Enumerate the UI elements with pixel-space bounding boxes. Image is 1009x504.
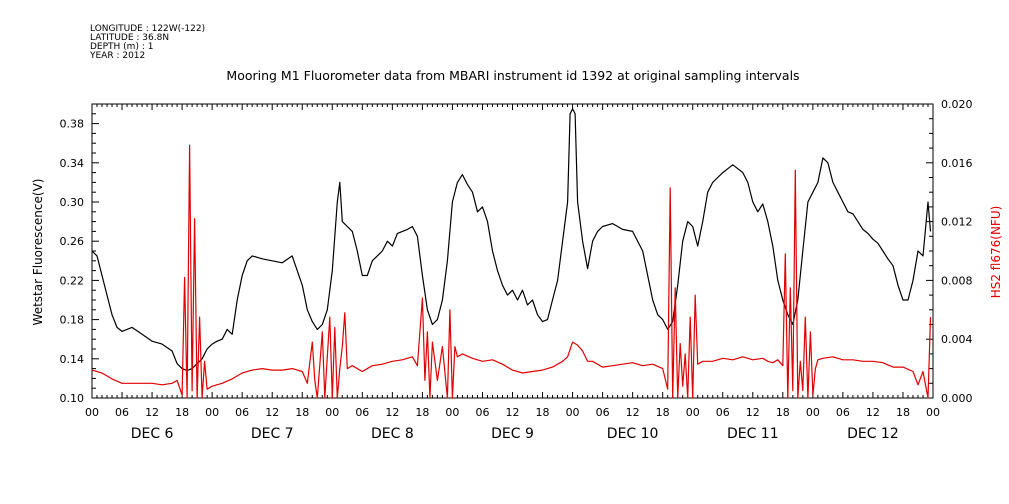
x-tick-label: 12 bbox=[626, 406, 640, 419]
y-axis-label: Wetstar Fluorescence(V) bbox=[31, 179, 45, 326]
year-label: YEAR : 2012 bbox=[89, 51, 145, 61]
y2-axis-label: HS2 fl676(NFU) bbox=[989, 206, 1003, 299]
x-tick-label: 18 bbox=[175, 406, 189, 419]
y-tick-label: 0.38 bbox=[60, 118, 85, 131]
x-tick-label: 12 bbox=[145, 406, 159, 419]
x-day-label: DEC 9 bbox=[491, 426, 534, 442]
y2-tick-label: 0.012 bbox=[941, 216, 973, 229]
x-day-label: DEC 8 bbox=[371, 426, 414, 442]
x-tick-label: 18 bbox=[656, 406, 670, 419]
x-tick-label: 06 bbox=[355, 406, 369, 419]
x-tick-label: 12 bbox=[385, 406, 399, 419]
x-tick-label: 12 bbox=[265, 406, 279, 419]
location-info: LONGITUDE : 122W(-122) LATITUDE : 36.8N … bbox=[89, 24, 205, 61]
x-day-label: DEC 12 bbox=[847, 426, 899, 442]
x-tick-label: 00 bbox=[566, 406, 580, 419]
x-tick-label: 00 bbox=[926, 406, 940, 419]
x-tick-label: 06 bbox=[115, 406, 129, 419]
x-day-label: DEC 7 bbox=[251, 426, 294, 442]
x-tick-label: 00 bbox=[325, 406, 339, 419]
series-group bbox=[91, 108, 932, 399]
x-tick-label: 12 bbox=[506, 406, 520, 419]
x-tick-label: 00 bbox=[806, 406, 820, 419]
x-tick-label: 12 bbox=[746, 406, 760, 419]
x-tick-label: 00 bbox=[85, 406, 99, 419]
y-tick-label: 0.14 bbox=[60, 353, 85, 366]
y2-tick-label: 0.004 bbox=[941, 333, 973, 346]
x-day-label: DEC 6 bbox=[131, 426, 174, 442]
x-tick-label: 00 bbox=[205, 406, 219, 419]
x-day-label: DEC 10 bbox=[607, 426, 659, 442]
y2-tick-label: 0.016 bbox=[941, 157, 973, 170]
x-tick-label: 06 bbox=[475, 406, 489, 419]
y-tick-label: 0.30 bbox=[60, 196, 85, 209]
y2-tick-label: 0.008 bbox=[941, 274, 973, 287]
y-axis-left: 0.10 0.14 0.18 0.22 0.26 0.30 0.34 0.38 bbox=[60, 103, 99, 405]
y-tick-label: 0.18 bbox=[60, 314, 85, 327]
y-tick-label: 0.10 bbox=[60, 392, 85, 405]
x-tick-label: 18 bbox=[536, 406, 550, 419]
x-tick-label: 06 bbox=[836, 406, 850, 419]
y-tick-label: 0.26 bbox=[60, 235, 85, 248]
x-tick-label: 18 bbox=[776, 406, 790, 419]
x-tick-label: 06 bbox=[716, 406, 730, 419]
y-tick-label: 0.34 bbox=[60, 157, 85, 170]
x-tick-label: 00 bbox=[445, 406, 459, 419]
x-day-label: DEC 11 bbox=[727, 426, 779, 442]
x-tick-label: 18 bbox=[896, 406, 910, 419]
y2-tick-label: 0.020 bbox=[941, 98, 973, 111]
depth-label: DEPTH (m) : 1 bbox=[90, 42, 153, 52]
longitude-label: LONGITUDE : 122W(-122) bbox=[90, 24, 205, 34]
y-tick-label: 0.22 bbox=[60, 274, 85, 287]
x-tick-label: 00 bbox=[686, 406, 700, 419]
chart-title: Mooring M1 Fluorometer data from MBARI i… bbox=[226, 68, 799, 83]
y-axis-right: 0.000 0.004 0.008 0.012 0.016 0.020 bbox=[926, 98, 973, 405]
hs2-series-line bbox=[91, 144, 932, 399]
wetstar-series-line bbox=[91, 108, 932, 372]
latitude-label: LATITUDE : 36.8N bbox=[90, 33, 169, 43]
x-tick-label: 18 bbox=[415, 406, 429, 419]
x-tick-label: 12 bbox=[866, 406, 880, 419]
x-tick-label: 06 bbox=[596, 406, 610, 419]
x-tick-label: 18 bbox=[295, 406, 309, 419]
x-tick-label: 06 bbox=[235, 406, 249, 419]
y2-tick-label: 0.000 bbox=[941, 392, 973, 405]
x-axis: 00 06 12 18 00 06 12 18 00 06 12 18 00 06 12 18 00 06 12 18… bbox=[85, 104, 940, 442]
